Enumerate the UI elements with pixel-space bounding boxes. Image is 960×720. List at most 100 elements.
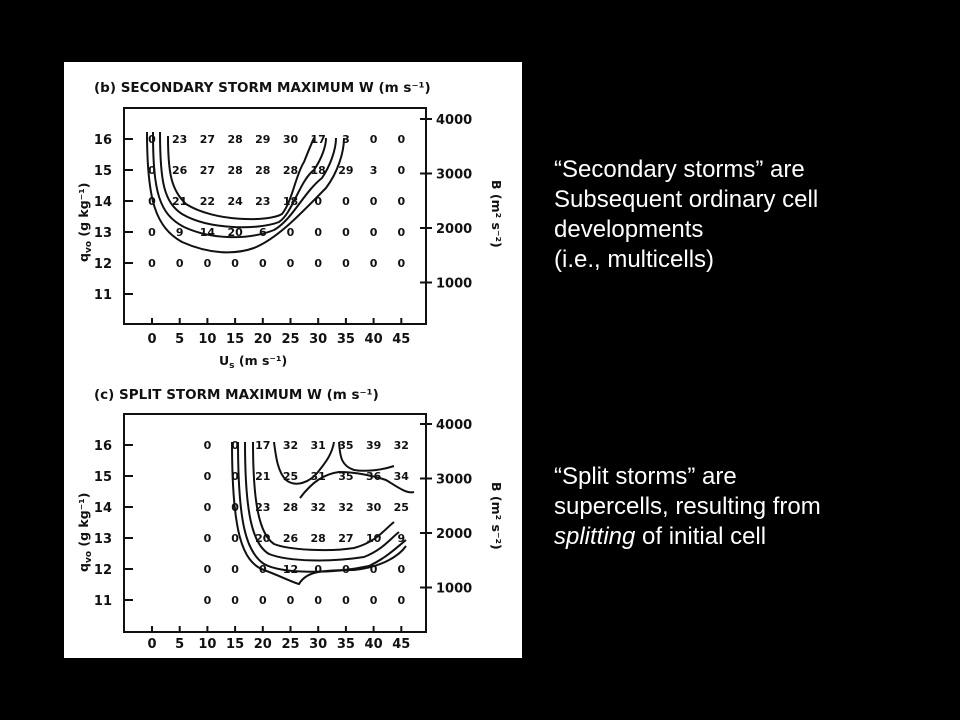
x-tick-label: 15 bbox=[226, 332, 244, 347]
y-tick-label: 14 bbox=[94, 195, 112, 210]
grid-value: 24 bbox=[227, 195, 243, 208]
x-tick-label: 30 bbox=[309, 637, 327, 652]
secondary-storms-note: “Secondary storms” are Subsequent ordina… bbox=[554, 155, 818, 275]
note-line: splitting of initial cell bbox=[554, 522, 821, 552]
grid-value: 0 bbox=[148, 164, 156, 177]
contour-line bbox=[159, 131, 327, 229]
grid-value: 23 bbox=[255, 501, 270, 514]
panel-c-frame bbox=[123, 413, 427, 633]
y-tick-label: 13 bbox=[94, 532, 112, 547]
grid-value: 0 bbox=[397, 164, 405, 177]
x-tick-label: 40 bbox=[365, 332, 383, 347]
grid-value: 35 bbox=[338, 439, 353, 452]
grid-value: 0 bbox=[204, 594, 212, 607]
x-tick-label: 15 bbox=[226, 637, 244, 652]
x-tick-label: 10 bbox=[198, 637, 216, 652]
grid-value: 0 bbox=[397, 594, 405, 607]
y2-tick-label: 3000 bbox=[436, 168, 472, 183]
grid-value: 0 bbox=[231, 594, 239, 607]
grid-value: 28 bbox=[311, 532, 326, 545]
grid-value: 0 bbox=[397, 563, 405, 576]
panel-b-y2-label: B (m² s⁻²) bbox=[489, 180, 504, 248]
grid-value: 0 bbox=[342, 594, 350, 607]
y2-tick-label: 1000 bbox=[436, 277, 472, 292]
y-tick-label: 11 bbox=[94, 288, 112, 303]
y-tick-label: 15 bbox=[94, 470, 112, 485]
y2-tick-label: 3000 bbox=[436, 473, 472, 488]
grid-value: 32 bbox=[283, 439, 298, 452]
grid-value: 12 bbox=[283, 563, 298, 576]
grid-value: 31 bbox=[311, 470, 326, 483]
note-line: Subsequent ordinary cell bbox=[554, 186, 819, 213]
grid-value: 0 bbox=[148, 257, 156, 270]
grid-value: 17 bbox=[255, 439, 270, 452]
grid-value: 0 bbox=[204, 501, 212, 514]
note-line: supercells, resulting from bbox=[554, 493, 821, 520]
x-tick-label: 40 bbox=[365, 637, 383, 652]
contour-line bbox=[338, 441, 395, 472]
panel-b-x-label: Us (m s⁻¹) bbox=[219, 353, 287, 371]
contour-line bbox=[299, 470, 415, 499]
grid-value: 0 bbox=[314, 563, 322, 576]
grid-value: 0 bbox=[204, 439, 212, 452]
split-storms-note: “Split storms” are supercells, resulting… bbox=[554, 462, 821, 552]
y2-tick-label: 1000 bbox=[436, 582, 472, 597]
grid-value: 28 bbox=[227, 164, 242, 177]
storm-figure: (b) SECONDARY STORM MAXIMUM W (m s⁻¹) 0 2… bbox=[64, 62, 522, 658]
grid-value: 6 bbox=[259, 226, 267, 239]
y-tick-label: 11 bbox=[94, 594, 112, 609]
grid-value: 9 bbox=[397, 532, 405, 545]
grid-value: 0 bbox=[397, 257, 405, 270]
panel-c-y2-label: B (m² s⁻²) bbox=[489, 482, 504, 550]
grid-value: 32 bbox=[394, 439, 409, 452]
x-tick-label: 5 bbox=[175, 332, 184, 347]
grid-value: 0 bbox=[370, 257, 378, 270]
note-text: of initial cell bbox=[635, 523, 767, 550]
y-tick-label: 15 bbox=[94, 164, 112, 179]
contour-line bbox=[152, 131, 337, 239]
grid-value: 0 bbox=[397, 195, 405, 208]
panel-b-contours bbox=[146, 131, 345, 254]
contour-line bbox=[244, 441, 400, 562]
contour-line bbox=[167, 135, 315, 221]
x-tick-label: 0 bbox=[147, 637, 156, 652]
grid-value: 18 bbox=[311, 164, 326, 177]
grid-value: 0 bbox=[231, 532, 239, 545]
grid-value: 0 bbox=[314, 226, 322, 239]
grid-value: 0 bbox=[314, 257, 322, 270]
grid-value: 3 bbox=[370, 164, 378, 177]
grid-value: 26 bbox=[172, 164, 188, 177]
grid-value: 0 bbox=[370, 226, 378, 239]
contour-line bbox=[273, 441, 335, 485]
x-tick-label: 35 bbox=[337, 637, 355, 652]
panel-c-contours bbox=[231, 441, 415, 586]
note-line: “Secondary storms” are bbox=[554, 156, 805, 183]
grid-value: 32 bbox=[338, 501, 353, 514]
grid-value: 0 bbox=[342, 257, 350, 270]
grid-value: 29 bbox=[255, 133, 270, 146]
y-tick-label: 12 bbox=[94, 563, 112, 578]
y-tick-label: 12 bbox=[94, 257, 112, 272]
grid-value: 27 bbox=[200, 164, 215, 177]
y-tick-label: 13 bbox=[94, 226, 112, 241]
grid-value: 28 bbox=[255, 164, 270, 177]
y-tick-label: 14 bbox=[94, 501, 112, 516]
y2-tick-label: 2000 bbox=[436, 527, 472, 542]
panel-c-title: (c) SPLIT STORM MAXIMUM W (m s⁻¹) bbox=[94, 387, 379, 403]
panel-split-storms: (c) SPLIT STORM MAXIMUM W (m s⁻¹) 0 0 17 32… bbox=[76, 387, 504, 652]
grid-value: 23 bbox=[255, 195, 270, 208]
x-tick-label: 35 bbox=[337, 332, 355, 347]
panel-secondary-storms: (b) SECONDARY STORM MAXIMUM W (m s⁻¹) 0 2… bbox=[76, 80, 504, 371]
grid-value: 0 bbox=[342, 195, 350, 208]
grid-value: 0 bbox=[287, 226, 295, 239]
y-tick-label: 16 bbox=[94, 133, 112, 148]
grid-value: 0 bbox=[204, 563, 212, 576]
grid-value: 9 bbox=[176, 226, 184, 239]
grid-value: 0 bbox=[231, 439, 239, 452]
grid-value: 26 bbox=[283, 532, 299, 545]
grid-value: 28 bbox=[283, 164, 298, 177]
grid-value: 0 bbox=[370, 195, 378, 208]
grid-value: 20 bbox=[227, 226, 243, 239]
contour-line bbox=[252, 441, 395, 552]
panel-b-title: (b) SECONDARY STORM MAXIMUM W (m s⁻¹) bbox=[94, 80, 431, 96]
